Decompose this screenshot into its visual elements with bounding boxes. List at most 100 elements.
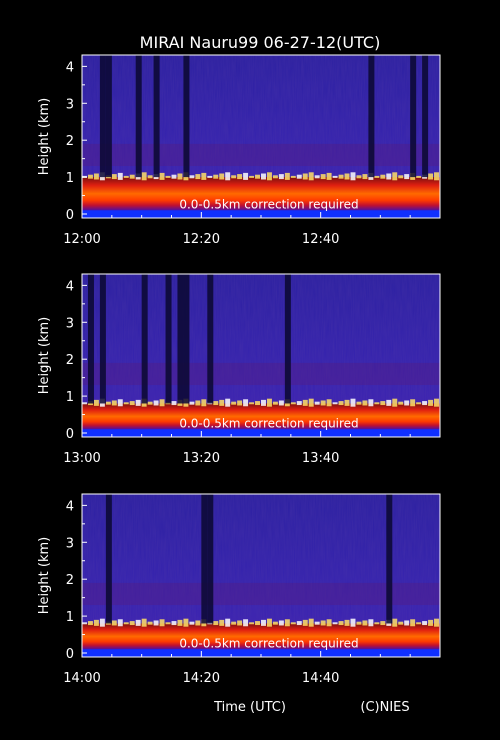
- cloud-top-mark: [195, 400, 201, 406]
- cloud-top-mark: [117, 619, 123, 627]
- cloud-top-mark: [93, 173, 99, 180]
- cloud-top-mark: [266, 618, 272, 627]
- cloud-top-mark: [159, 172, 165, 180]
- cloud-top-mark: [243, 172, 249, 180]
- cloud-top-mark: [284, 619, 290, 627]
- cloud-top-mark: [380, 621, 386, 626]
- cloud-top-mark: [416, 622, 422, 625]
- cloud-top-mark: [314, 401, 320, 405]
- cloud-top-mark: [326, 399, 332, 407]
- cloud-top-mark: [141, 618, 147, 627]
- cloud-top-mark: [392, 172, 398, 181]
- credit-label: (C)NIES: [360, 700, 409, 715]
- x-tick-label: 13:00: [63, 451, 100, 466]
- cloud-top-mark: [410, 619, 416, 627]
- cloud-top-mark: [255, 621, 260, 626]
- y-tick-label: 4: [66, 499, 74, 514]
- cloud-top-mark: [231, 621, 237, 625]
- cloud-top-mark: [272, 401, 278, 405]
- cloud-top-mark: [398, 175, 404, 179]
- cloud-top-mark: [266, 398, 272, 407]
- boundary-layer: [82, 623, 440, 650]
- cloud-top-mark: [249, 402, 255, 405]
- cloud-top-mark: [225, 172, 231, 181]
- x-tick-label: 14:00: [63, 671, 100, 686]
- dark-column: [135, 55, 142, 178]
- dark-column: [153, 55, 160, 178]
- cloud-top-mark: [82, 622, 87, 625]
- correction-annotation: 0.0-0.5km correction required: [179, 416, 358, 430]
- cloud-top-mark: [135, 619, 141, 626]
- surface-strip: [82, 210, 440, 218]
- cloud-top-mark: [338, 174, 344, 179]
- cloud-top-mark: [123, 402, 129, 405]
- cloud-top-mark: [392, 398, 398, 407]
- cloud-top-mark: [368, 619, 374, 627]
- cloud-top-mark: [326, 619, 332, 627]
- cloud-top-mark: [374, 622, 380, 625]
- cloud-top-mark: [111, 620, 117, 626]
- cloud-top-mark: [338, 621, 344, 626]
- cloud-top-mark: [165, 622, 171, 625]
- dark-column: [105, 55, 112, 178]
- cloud-top-mark: [350, 398, 356, 407]
- figure-title: MIRAI Nauru99 06-27-12(UTC): [140, 33, 381, 52]
- cloud-top-mark: [243, 399, 249, 407]
- cloud-top-mark: [314, 621, 320, 625]
- panel-3: 0.0-0.5km correction required 0 1 2 3 4 Height…: [37, 493, 441, 686]
- cloud-top-mark: [87, 621, 93, 626]
- correction-annotation: 0.0-0.5km correction required: [179, 636, 358, 650]
- cloud-top-mark: [332, 175, 338, 178]
- dark-column: [386, 494, 393, 624]
- cloud-top-mark: [147, 621, 153, 625]
- cloud-top-mark: [338, 401, 344, 406]
- cloud-top-mark: [105, 401, 111, 405]
- y-axis-label: Height (km): [37, 317, 52, 394]
- cloud-top-mark: [159, 619, 165, 627]
- cloud-top-mark: [398, 401, 404, 405]
- dark-column: [368, 55, 375, 178]
- cloud-top-mark: [141, 172, 147, 181]
- cloud-top-mark: [189, 621, 195, 625]
- cloud-top-mark: [374, 402, 380, 405]
- cloud-top-mark: [278, 400, 284, 406]
- cloud-top-mark: [344, 173, 350, 180]
- cloud-top-mark: [225, 618, 231, 627]
- aerosol-layer: [82, 362, 440, 386]
- cloud-top-mark: [308, 172, 314, 181]
- cloud-top-mark: [290, 175, 296, 178]
- surface-strip: [82, 429, 440, 437]
- cloud-top-mark: [177, 619, 183, 626]
- cloud-top-mark: [416, 402, 422, 405]
- cloud-top-mark: [237, 620, 243, 626]
- cloud-top-mark: [237, 174, 243, 180]
- cloud-top-mark: [386, 173, 392, 180]
- cloud-top-mark: [243, 619, 249, 627]
- y-tick-label: 2: [66, 573, 74, 588]
- cloud-top-mark: [356, 621, 362, 625]
- cloud-top-mark: [129, 174, 135, 179]
- y-tick-label: 4: [66, 279, 74, 294]
- dark-column: [284, 274, 291, 404]
- cloud-top-mark: [213, 401, 219, 406]
- dark-column: [183, 55, 190, 178]
- cloud-top-mark: [153, 620, 159, 626]
- cloud-top-mark: [213, 621, 219, 626]
- cloud-top-mark: [153, 400, 159, 406]
- cloud-top-mark: [302, 619, 308, 626]
- cloud-top-mark: [344, 399, 350, 406]
- cloud-top-mark: [386, 399, 392, 406]
- cloud-top-mark: [296, 174, 302, 179]
- cloud-top-mark: [404, 400, 410, 406]
- cloud-top-mark: [129, 621, 135, 626]
- cloud-top-mark: [272, 175, 278, 179]
- cloud-top-mark: [308, 618, 314, 627]
- cloud-top-mark: [207, 175, 213, 178]
- cloud-top-mark: [296, 621, 302, 626]
- cloud-top-mark: [278, 620, 284, 626]
- y-tick-label: 0: [66, 427, 74, 442]
- cloud-top-mark: [290, 402, 296, 405]
- dark-column: [183, 274, 190, 404]
- dark-column: [410, 55, 417, 178]
